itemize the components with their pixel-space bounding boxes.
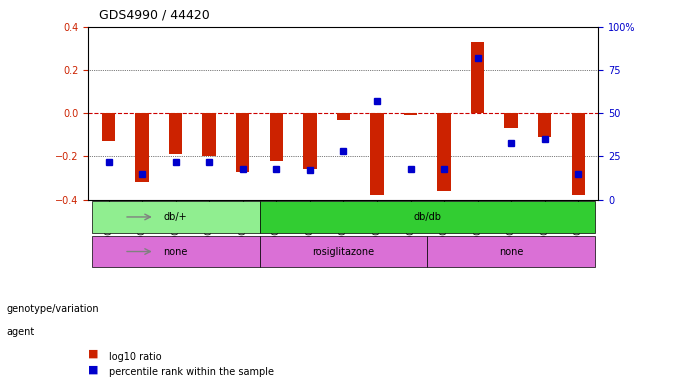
Bar — [102, 113, 115, 141]
Text: rosiglitazone: rosiglitazone — [312, 247, 375, 257]
Bar — [135, 113, 149, 182]
Text: log10 ratio: log10 ratio — [109, 352, 161, 362]
Text: genotype/variation: genotype/variation — [7, 304, 99, 314]
FancyBboxPatch shape — [427, 236, 595, 267]
FancyBboxPatch shape — [92, 202, 260, 233]
Bar — [404, 113, 418, 115]
Text: percentile rank within the sample: percentile rank within the sample — [109, 367, 274, 377]
Text: none: none — [499, 247, 524, 257]
FancyBboxPatch shape — [92, 236, 260, 267]
Bar — [269, 113, 283, 161]
Bar — [538, 113, 551, 137]
Bar — [236, 113, 250, 172]
Bar — [169, 113, 182, 154]
Bar — [572, 113, 585, 195]
Text: none: none — [163, 247, 188, 257]
Text: GDS4990 / 44420: GDS4990 / 44420 — [99, 8, 209, 22]
FancyBboxPatch shape — [260, 236, 427, 267]
Text: db/db: db/db — [413, 212, 441, 222]
Bar — [303, 113, 317, 169]
FancyBboxPatch shape — [260, 202, 595, 233]
Text: db/+: db/+ — [164, 212, 188, 222]
Bar — [505, 113, 518, 128]
Bar — [437, 113, 451, 191]
Text: ■: ■ — [88, 349, 99, 359]
Text: ■: ■ — [88, 364, 99, 374]
Bar — [471, 42, 484, 113]
Bar — [203, 113, 216, 157]
Bar — [370, 113, 384, 195]
Bar — [337, 113, 350, 120]
Text: agent: agent — [7, 327, 35, 337]
